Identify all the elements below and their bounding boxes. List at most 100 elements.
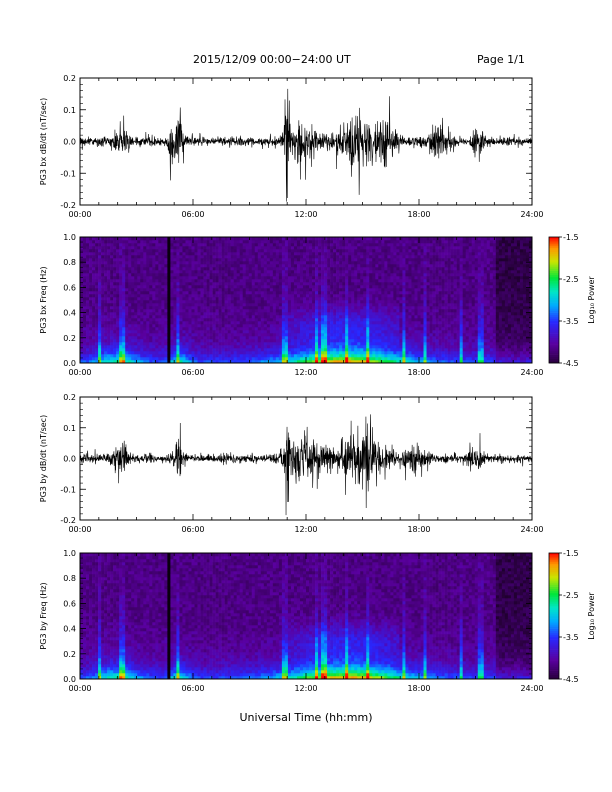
spectrogram-cell [131, 324, 135, 328]
spectrogram-cell [116, 318, 120, 322]
spectrogram-cell [348, 321, 352, 325]
spectrogram-cell [296, 339, 301, 343]
spectrogram-cell [110, 249, 114, 253]
spectrogram-cell [170, 339, 174, 343]
spectrogram-cell [185, 336, 189, 340]
spectrogram-cell [423, 297, 427, 301]
spectrogram-cell [281, 315, 286, 319]
spectrogram-cell [293, 264, 298, 268]
spectrogram-cell [345, 300, 349, 304]
spectrogram-cell [92, 357, 96, 361]
spectrogram-cell [128, 288, 132, 292]
spectrogram-cell [239, 258, 244, 262]
spectrogram-cell [402, 270, 406, 274]
spectrogram-cell [381, 273, 385, 277]
spectrogram-cell [236, 288, 240, 292]
spectrogram-cell [426, 249, 430, 253]
spectrogram-cell [284, 339, 289, 343]
spectrogram-cell [215, 294, 219, 298]
spectrogram-cell [134, 261, 138, 265]
spectrogram-cell [182, 351, 186, 355]
spectrogram-cell [131, 252, 135, 256]
spectrogram-cell [122, 261, 126, 265]
spectrogram-cell [191, 333, 195, 337]
spectrogram-cell [333, 240, 337, 244]
spectrogram-cell [390, 348, 394, 352]
spectrogram-cell [215, 240, 219, 244]
spectrogram-cell [227, 309, 231, 313]
spectrogram-cell [426, 360, 430, 364]
spectrogram-cell [155, 348, 159, 352]
spectrogram-cell [423, 345, 427, 349]
spectrogram-cell [239, 288, 244, 292]
spectrogram-cell [390, 345, 394, 349]
spectrogram-cell [206, 354, 210, 358]
spectrogram-cell [354, 240, 358, 244]
spectrogram-cell [393, 264, 397, 268]
spectrogram-cell [167, 285, 171, 289]
spectrogram-cell [324, 294, 328, 298]
spectrogram-cell [218, 240, 222, 244]
spectrogram-cell [345, 237, 349, 241]
spectrogram-cell [278, 261, 283, 265]
spectrogram-cell [360, 273, 364, 277]
x-tick-label: 24:00 [520, 210, 543, 219]
spectrogram-cell [131, 297, 135, 301]
spectrogram-cell [290, 327, 295, 331]
spectrogram-cell [188, 315, 192, 319]
spectrogram-cell [315, 240, 319, 244]
spectrogram-cell [122, 279, 126, 283]
spectrogram-cell [182, 261, 186, 265]
spectrogram-cell [269, 360, 274, 364]
spectrogram-cell [152, 327, 156, 331]
spectrogram-cell [239, 285, 244, 289]
spectrogram-cell [363, 336, 367, 340]
spectrogram-cell [149, 318, 153, 322]
spectrogram-cell [281, 297, 286, 301]
spectrogram-cell [158, 342, 162, 346]
spectrogram-cell [315, 324, 319, 328]
spectrogram-cell [260, 252, 265, 256]
spectrogram-cell [284, 321, 289, 325]
spectrogram-cell [170, 336, 174, 340]
spectrogram-cell [92, 312, 96, 316]
spectrogram-cell [122, 294, 126, 298]
spectrogram-cell [146, 321, 150, 325]
spectrogram-cell [309, 252, 313, 256]
spectrogram-cell [152, 267, 156, 271]
spectrogram-cell [221, 279, 225, 283]
spectrogram-cell [375, 252, 379, 256]
spectrogram-cell [399, 333, 403, 337]
spectrogram-cell [254, 357, 259, 361]
spectrogram-cell [357, 315, 361, 319]
spectrogram-cell [272, 273, 277, 277]
spectrogram-cell [221, 330, 225, 334]
spectrogram-cell [218, 294, 222, 298]
spectrogram-cell [194, 324, 198, 328]
spectrogram-cell [83, 267, 87, 271]
spectrogram-cell [194, 309, 198, 313]
spectrogram-cell [212, 279, 216, 283]
spectrogram-cell [315, 294, 319, 298]
spectrogram-cell [363, 279, 367, 283]
spectrogram-cell [339, 336, 343, 340]
spectrogram-cell [309, 354, 313, 358]
spectrogram-cell [113, 348, 117, 352]
spectrogram-cell [381, 333, 385, 337]
spectrogram-cell [384, 267, 388, 271]
spectrogram-cell [191, 276, 195, 280]
spectrogram-cell [372, 333, 376, 337]
spectrogram-cell [351, 303, 355, 307]
spectrogram-cell [185, 300, 189, 304]
spectrogram-cell [390, 243, 394, 247]
spectrogram-cell [296, 291, 301, 295]
spectrogram-cell [269, 327, 274, 331]
spectrogram-cell [336, 291, 340, 295]
spectrogram-cell [272, 246, 277, 250]
spectrogram-cell [393, 261, 397, 265]
spectrogram-cell [155, 303, 159, 307]
spectrogram-cell [393, 327, 397, 331]
spectrogram-cell [176, 339, 180, 343]
spectrogram-cell [134, 243, 138, 247]
spectrogram-cell [245, 300, 250, 304]
